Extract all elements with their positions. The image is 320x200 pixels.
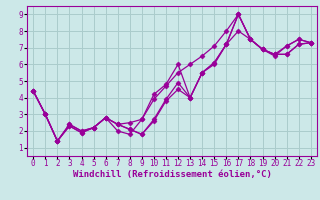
- X-axis label: Windchill (Refroidissement éolien,°C): Windchill (Refroidissement éolien,°C): [73, 170, 271, 179]
